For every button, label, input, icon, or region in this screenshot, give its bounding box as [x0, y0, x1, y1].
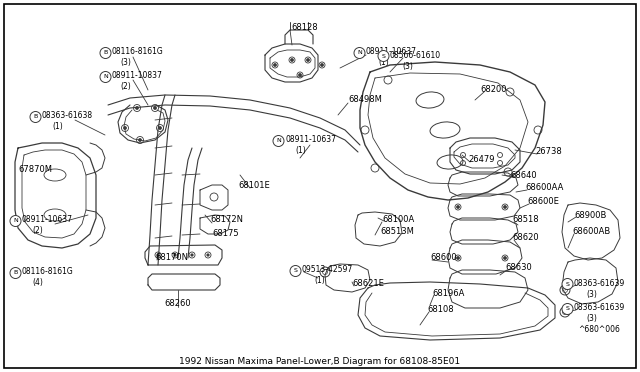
- Text: 68600E: 68600E: [527, 198, 559, 206]
- Circle shape: [154, 106, 157, 109]
- Text: 68196A: 68196A: [432, 289, 465, 298]
- Text: 09513-42597: 09513-42597: [302, 266, 353, 275]
- Text: 68175: 68175: [212, 230, 239, 238]
- Circle shape: [174, 254, 176, 256]
- Circle shape: [10, 215, 21, 227]
- Circle shape: [159, 126, 161, 129]
- Circle shape: [456, 205, 460, 208]
- Circle shape: [273, 135, 284, 147]
- Circle shape: [456, 257, 460, 260]
- Text: 08363-61639: 08363-61639: [574, 279, 625, 288]
- Circle shape: [354, 48, 365, 58]
- Text: 1992 Nissan Maxima Panel-Lower,B Diagram for 68108-85E01: 1992 Nissan Maxima Panel-Lower,B Diagram…: [179, 357, 461, 366]
- Text: (1): (1): [378, 58, 388, 67]
- Circle shape: [138, 138, 141, 141]
- Text: S: S: [381, 54, 385, 58]
- Circle shape: [307, 58, 310, 61]
- Text: 08911-10637: 08911-10637: [366, 48, 417, 57]
- Text: 08911-10837: 08911-10837: [112, 71, 163, 80]
- Text: 08363-61638: 08363-61638: [42, 112, 93, 121]
- Text: 68170N: 68170N: [155, 253, 188, 263]
- Text: N: N: [357, 51, 362, 55]
- Text: 26738: 26738: [535, 148, 562, 157]
- Circle shape: [298, 74, 301, 77]
- Circle shape: [10, 267, 21, 279]
- Text: 68100A: 68100A: [382, 215, 414, 224]
- Circle shape: [207, 254, 209, 256]
- Text: 08911-10637: 08911-10637: [22, 215, 73, 224]
- Text: 68620: 68620: [512, 234, 539, 243]
- Text: 67870M: 67870M: [18, 166, 52, 174]
- Text: 68900B: 68900B: [574, 211, 606, 219]
- Text: (3): (3): [120, 58, 131, 67]
- Text: 08116-8161G: 08116-8161G: [22, 267, 74, 276]
- Text: N: N: [276, 138, 281, 144]
- Text: 68600AB: 68600AB: [572, 228, 611, 237]
- Circle shape: [321, 64, 323, 67]
- Text: 68200: 68200: [480, 86, 506, 94]
- Circle shape: [191, 254, 193, 256]
- Text: (4): (4): [32, 279, 43, 288]
- Text: (3): (3): [586, 314, 597, 324]
- Circle shape: [100, 71, 111, 83]
- Text: B: B: [104, 51, 108, 55]
- Text: 26479: 26479: [468, 155, 495, 164]
- Circle shape: [290, 266, 301, 276]
- Text: 68600AA: 68600AA: [525, 183, 563, 192]
- Text: N: N: [13, 218, 18, 224]
- Text: S: S: [566, 282, 570, 286]
- Circle shape: [100, 48, 111, 58]
- Text: S: S: [294, 269, 298, 273]
- Circle shape: [30, 112, 41, 122]
- Text: (3): (3): [586, 289, 597, 298]
- Text: S: S: [566, 307, 570, 311]
- Text: 08116-8161G: 08116-8161G: [112, 48, 164, 57]
- Text: B: B: [33, 115, 38, 119]
- Text: B: B: [13, 270, 18, 276]
- Text: 68498M: 68498M: [348, 96, 382, 105]
- Text: (1): (1): [52, 122, 63, 131]
- Text: 08363-61639: 08363-61639: [574, 304, 625, 312]
- Text: (3): (3): [402, 61, 413, 71]
- Text: (2): (2): [32, 227, 43, 235]
- Text: 68600: 68600: [430, 253, 456, 263]
- Text: (1): (1): [314, 276, 324, 285]
- Text: 68630: 68630: [505, 263, 532, 273]
- Circle shape: [562, 279, 573, 289]
- Text: ^680^006: ^680^006: [578, 326, 620, 334]
- Text: 68101E: 68101E: [238, 180, 269, 189]
- Text: 68128: 68128: [292, 23, 318, 32]
- Text: (1): (1): [295, 147, 306, 155]
- Text: N: N: [103, 74, 108, 80]
- Text: 08911-10637: 08911-10637: [285, 135, 336, 144]
- Text: 68518: 68518: [512, 215, 539, 224]
- Text: 68640: 68640: [510, 170, 536, 180]
- Circle shape: [136, 106, 138, 109]
- Text: 68172N: 68172N: [210, 215, 243, 224]
- Text: 08566-61610: 08566-61610: [390, 51, 441, 60]
- Circle shape: [157, 254, 159, 256]
- Circle shape: [562, 304, 573, 314]
- Text: 68621E: 68621E: [352, 279, 384, 289]
- Circle shape: [273, 64, 276, 67]
- Text: (2): (2): [120, 83, 131, 92]
- Circle shape: [504, 257, 506, 260]
- Text: 68108: 68108: [427, 305, 454, 314]
- Text: 68260: 68260: [164, 299, 191, 308]
- Circle shape: [291, 58, 294, 61]
- Circle shape: [504, 205, 506, 208]
- Text: 68513M: 68513M: [380, 228, 414, 237]
- Circle shape: [124, 126, 127, 129]
- Circle shape: [378, 51, 389, 61]
